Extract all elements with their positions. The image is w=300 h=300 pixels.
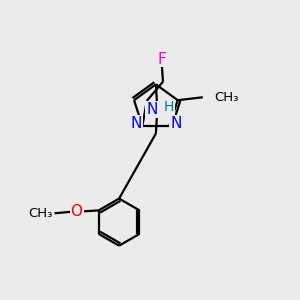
Text: N: N (130, 116, 142, 131)
Text: H: H (164, 100, 174, 114)
Text: F: F (157, 52, 166, 67)
Text: O: O (70, 204, 83, 219)
Text: CH₃: CH₃ (28, 207, 52, 220)
Text: N: N (146, 102, 158, 117)
Text: CH₃: CH₃ (214, 91, 238, 104)
Text: N: N (170, 116, 182, 131)
